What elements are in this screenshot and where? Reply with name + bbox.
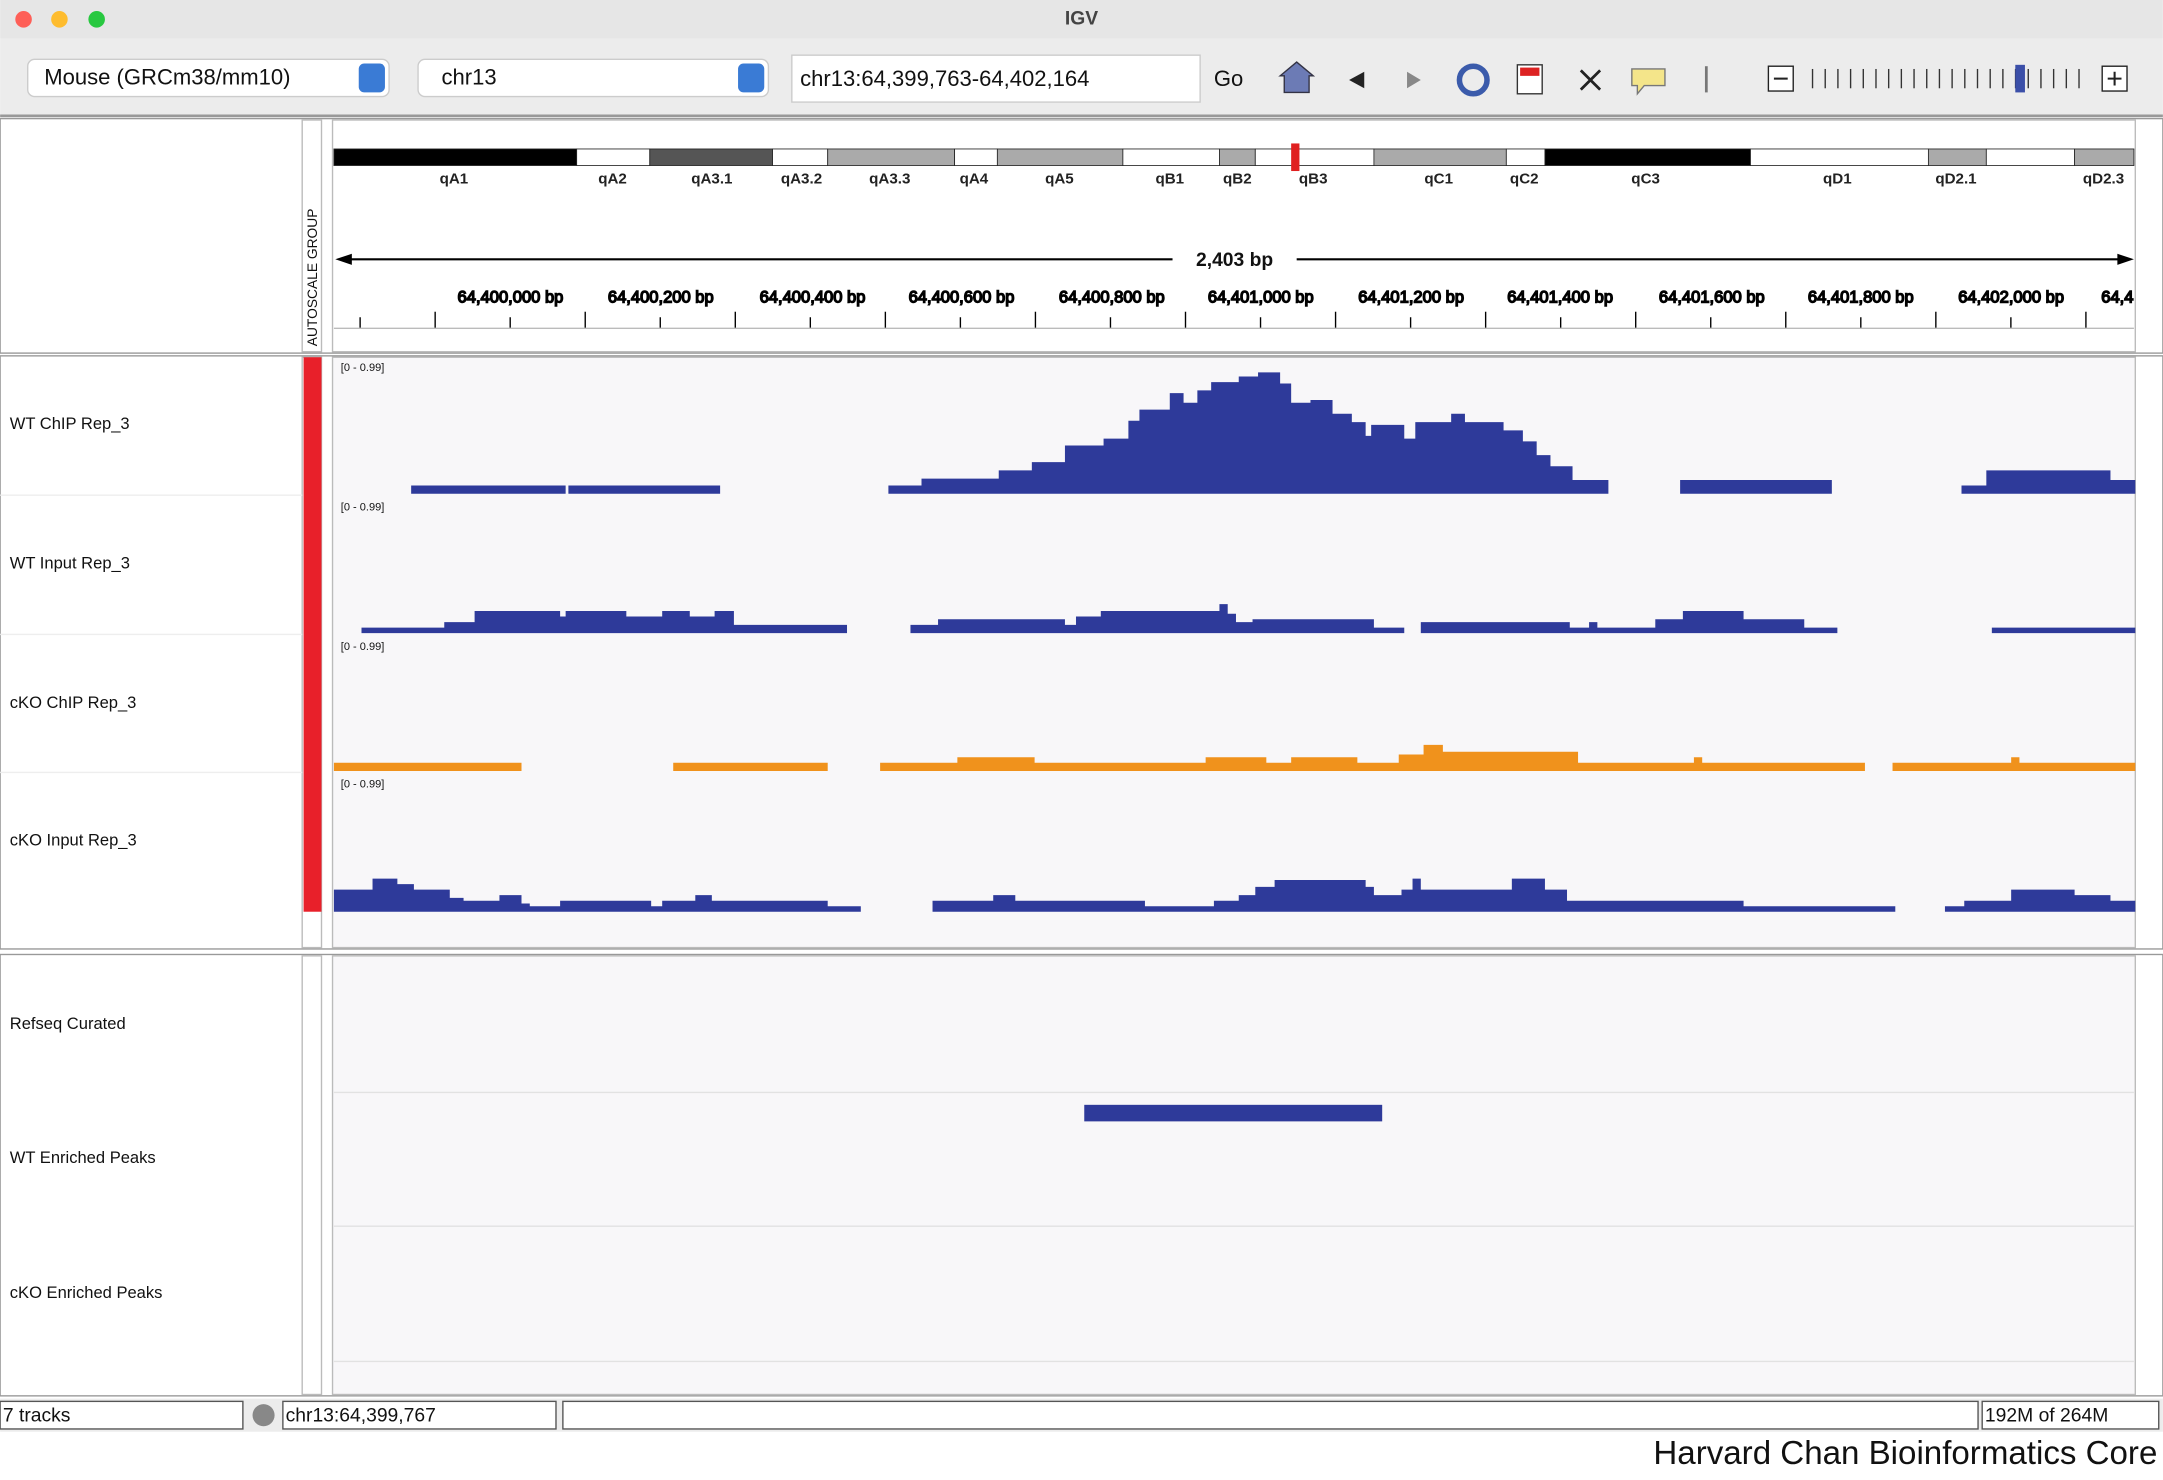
ruler-label: 64,400,200 bp <box>608 287 714 306</box>
resize-icon[interactable] <box>1579 69 1602 91</box>
ruler-label: 64,400,800 bp <box>1059 287 1165 306</box>
track-range: [0 - 0.99] <box>341 501 384 513</box>
band-label: qD1 <box>1823 170 1852 187</box>
track-range: [0 - 0.99] <box>341 779 384 791</box>
band-label: qB2 <box>1223 170 1252 187</box>
go-button[interactable]: Go <box>1214 66 1243 91</box>
footer: Harvard Chan Bioinformatics Core <box>1653 1435 2157 1472</box>
ruler-label: 64,400,600 bp <box>909 287 1015 306</box>
band-label: qB1 <box>1155 170 1184 187</box>
title-bar <box>0 0 2163 39</box>
back-icon[interactable] <box>1349 71 1365 89</box>
band-label: qC1 <box>1424 170 1453 187</box>
ruler-label: 64,400,400 bp <box>760 287 866 306</box>
locus-field[interactable] <box>791 54 1201 103</box>
ruler-label: 64,400,000 bp <box>458 287 564 306</box>
chromosome-label: chr13 <box>442 64 497 89</box>
band-label: qA3.2 <box>781 170 822 187</box>
current-region <box>1291 143 1300 172</box>
window-title: IGV <box>1065 8 1098 29</box>
band-label: qA3.1 <box>691 170 732 187</box>
coverage-cko-input <box>333 878 2136 912</box>
band-label: qD2.3 <box>2083 170 2124 187</box>
span-label: 2,403 bp <box>1196 250 1273 271</box>
popup-icon[interactable] <box>1631 68 1666 96</box>
genome-dropdown[interactable] <box>27 58 390 98</box>
refresh-icon[interactable] <box>1456 63 1490 97</box>
coverage-cko-chip <box>333 744 2136 772</box>
minimize-button[interactable] <box>51 11 68 28</box>
cytobands <box>333 148 2135 166</box>
ruler-label: 64,401,600 bp <box>1659 287 1765 306</box>
feature-track-name[interactable]: WT Enriched Peaks <box>10 1148 156 1167</box>
genome-label: Mouse (GRCm38/mm10) <box>44 64 290 89</box>
track-name[interactable]: WT Input Rep_3 <box>10 554 130 573</box>
track-name[interactable]: cKO ChIP Rep_3 <box>10 693 137 712</box>
band-label: qD2.1 <box>1935 170 1976 187</box>
status-position: chr13:64,399,767 <box>286 1406 436 1427</box>
feature-track-name[interactable]: Refseq Curated <box>10 1014 126 1033</box>
band-label: qA5 <box>1045 170 1074 187</box>
ruler-label: 64,401,000 bp <box>1208 287 1314 306</box>
ruler-label: 64,402,000 bp <box>1958 287 2064 306</box>
band-label: qA3.3 <box>869 170 910 187</box>
ruler-label: 64,4 <box>2101 287 2133 306</box>
band-label: qC2 <box>1510 170 1539 187</box>
autoscale-label: AUTOSCALE GROUP <box>305 209 320 347</box>
status-tracks: 7 tracks <box>3 1406 71 1427</box>
coverage-wt-chip <box>333 372 2136 494</box>
dropdown-stepper <box>358 63 385 93</box>
zoom-thumb[interactable] <box>2015 64 2025 93</box>
coverage-wt-input <box>333 604 2136 634</box>
track-range: [0 - 0.99] <box>341 641 384 653</box>
status-memory: 192M of 264M <box>1985 1406 2108 1427</box>
track-range: [0 - 0.99] <box>341 362 384 374</box>
track-name[interactable]: WT ChIP Rep_3 <box>10 414 130 433</box>
forward-icon[interactable] <box>1407 71 1421 89</box>
zoom-button[interactable] <box>88 11 105 28</box>
locus-text: chr13:64,399,763-64,402,164 <box>800 66 1089 91</box>
ruler-label: 64,401,200 bp <box>1358 287 1464 306</box>
band-label: qC3 <box>1631 170 1660 187</box>
zoom-slider[interactable] <box>1811 68 2080 89</box>
home-icon[interactable] <box>1278 61 1316 94</box>
close-button[interactable] <box>15 11 32 28</box>
feature-track-name[interactable]: cKO Enriched Peaks <box>10 1283 163 1302</box>
band-label: qB3 <box>1299 170 1328 187</box>
ruler-label: 64,401,400 bp <box>1507 287 1613 306</box>
band-label: qA1 <box>440 170 469 187</box>
band-label: qA2 <box>598 170 627 187</box>
dropdown-stepper <box>738 63 765 93</box>
autoscale-group-marker <box>303 357 322 912</box>
track-name[interactable]: cKO Input Rep_3 <box>10 831 137 850</box>
ruler-label: 64,401,800 bp <box>1808 287 1914 306</box>
wt-peak[interactable] <box>1084 1104 1383 1122</box>
chromosome-dropdown[interactable] <box>417 58 770 98</box>
band-label: qA4 <box>960 170 989 187</box>
